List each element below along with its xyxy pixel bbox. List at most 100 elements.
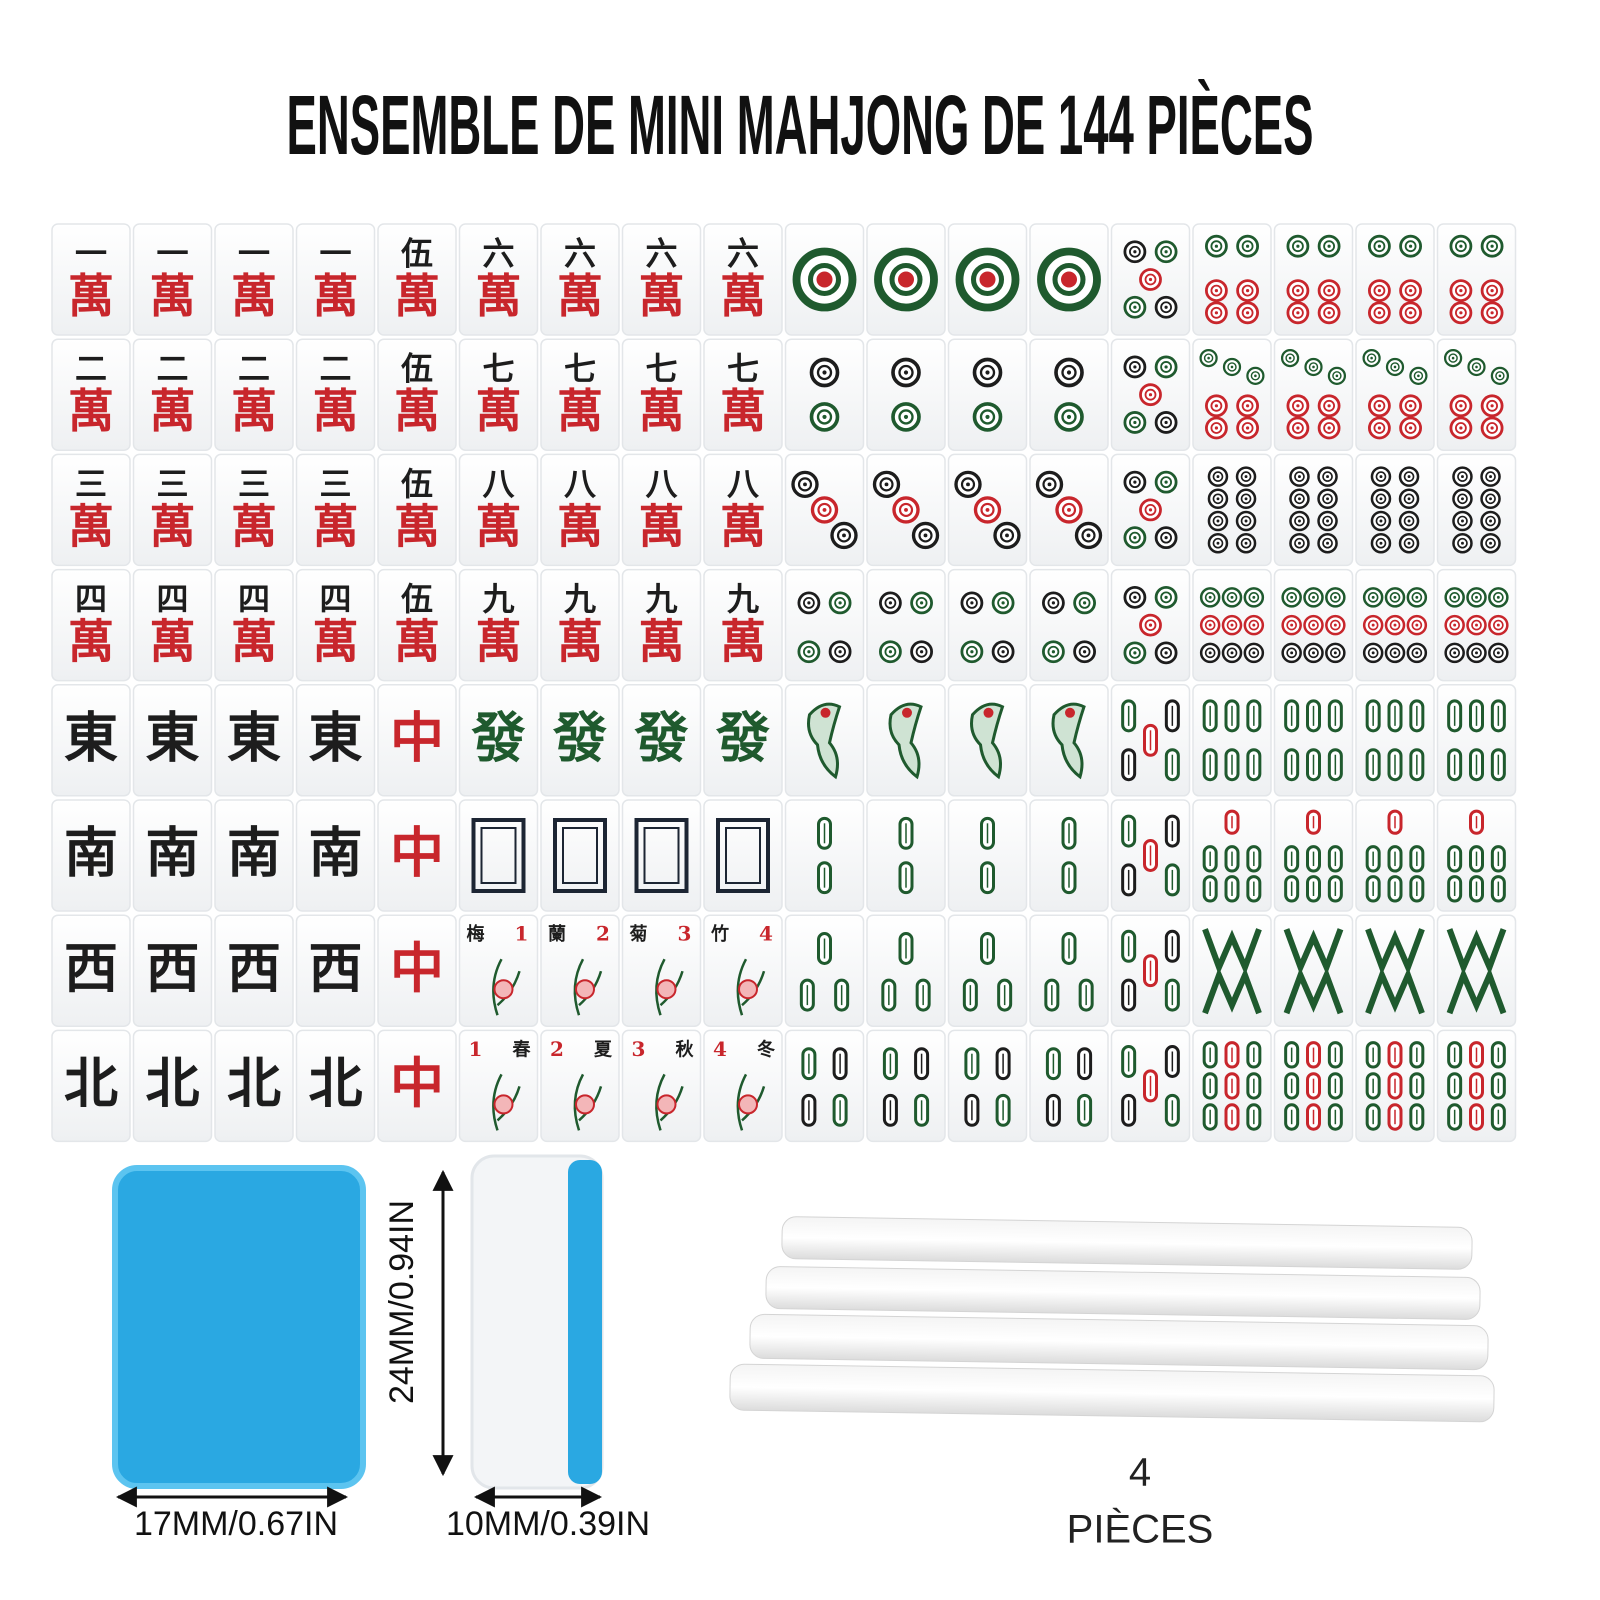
dot-ring	[966, 597, 978, 609]
dot-center	[1333, 595, 1337, 599]
dot-center	[1216, 519, 1220, 523]
tile-number: 八	[645, 465, 678, 503]
dot-ring	[1389, 647, 1401, 659]
dot-center	[1498, 374, 1502, 378]
dot-center	[1377, 404, 1381, 408]
dot-center	[1230, 595, 1234, 599]
dot-ring	[1367, 647, 1379, 659]
tile-glyph: 發	[715, 705, 770, 769]
tile-face	[214, 338, 294, 451]
dot-ring	[1404, 306, 1417, 319]
stick	[749, 1313, 1489, 1371]
dot-ring	[1404, 422, 1417, 434]
tile-suit: 萬	[68, 499, 114, 553]
tile: 八萬	[703, 453, 783, 567]
width-label: 17MM/0.67IN	[134, 1505, 338, 1543]
tile: 七萬	[458, 338, 539, 451]
dot-ring	[1485, 471, 1496, 482]
dot-center	[1417, 374, 1420, 378]
tile-face	[621, 568, 702, 682]
tile-corner: 3	[678, 922, 692, 946]
tile-suit: 萬	[557, 269, 603, 323]
dot-ring	[1292, 399, 1304, 412]
tile	[1273, 1029, 1354, 1143]
tile-face	[214, 568, 294, 682]
dot-center	[979, 271, 996, 288]
tile-face	[295, 338, 376, 451]
tile-face	[1355, 453, 1435, 567]
tile	[947, 568, 1028, 682]
dot-ring	[1286, 647, 1297, 659]
dot-center	[1133, 480, 1137, 484]
dot-center	[1246, 426, 1250, 430]
bamboo-m	[1365, 967, 1425, 1015]
dot-ring	[1449, 592, 1460, 603]
dot-center	[822, 414, 827, 419]
dot-ring	[1486, 399, 1498, 412]
tile-suit: 萬	[639, 499, 685, 553]
tile-number: 九	[564, 580, 596, 618]
tile	[947, 223, 1028, 336]
dot-center	[1475, 595, 1478, 599]
dot-ring	[1129, 646, 1141, 659]
tile: 七萬	[621, 338, 702, 451]
dot-ring	[1323, 284, 1335, 297]
tile-face	[540, 799, 620, 912]
dot-ring	[1286, 619, 1297, 631]
dot-ring	[1052, 262, 1086, 297]
dot-ring	[1486, 422, 1498, 434]
dot-center	[1451, 356, 1455, 360]
tile-face	[377, 223, 457, 336]
dot-ring	[1160, 361, 1172, 373]
dot-ring	[1403, 515, 1415, 527]
flower-bloom	[656, 1094, 677, 1115]
tile-face	[1192, 223, 1272, 336]
tile: 二萬	[295, 338, 376, 451]
dot-center	[1290, 651, 1294, 655]
dot-center	[1327, 244, 1331, 248]
dot-center	[1370, 356, 1373, 360]
dot-ring	[1413, 371, 1424, 381]
dot-ring	[979, 409, 996, 425]
dot-center	[1461, 497, 1464, 501]
tile-face	[866, 799, 946, 912]
dot-center	[1298, 475, 1301, 479]
tile: 八萬	[458, 453, 539, 567]
dot-center	[1133, 595, 1137, 599]
tile: 南	[214, 799, 294, 912]
dot-center	[1377, 426, 1381, 430]
tile-corner: 2	[596, 922, 610, 946]
dot-center	[1244, 475, 1248, 479]
tile-glyph: 中	[390, 821, 444, 885]
tile	[1192, 223, 1272, 336]
dot-center	[1459, 426, 1463, 430]
dot-ring	[1455, 240, 1467, 253]
tile-suit: 萬	[68, 269, 114, 323]
dot-ring	[1330, 619, 1341, 631]
dot-ring	[1129, 476, 1141, 489]
tile-suit: 萬	[150, 384, 196, 438]
flower-bloom	[738, 979, 758, 1000]
tile-face	[866, 914, 946, 1027]
dot-ring	[1403, 471, 1415, 482]
dot-ring	[1308, 592, 1319, 603]
dot-center	[1244, 497, 1248, 501]
dot-center	[1461, 475, 1464, 479]
tile-number: 九	[727, 580, 759, 618]
dot-center	[1047, 482, 1052, 487]
dot-ring	[1292, 422, 1304, 434]
tile: 東	[214, 684, 294, 797]
dot-ring	[1203, 353, 1214, 363]
tile	[1355, 568, 1435, 682]
dot-ring	[1455, 284, 1467, 297]
tile	[1436, 453, 1517, 567]
tile-number: 二	[238, 350, 270, 388]
tile-suit: 萬	[394, 269, 440, 323]
dot-center	[1252, 595, 1256, 599]
tile-suit: 萬	[68, 615, 114, 669]
tile-face	[214, 799, 294, 912]
dot-ring	[1323, 422, 1335, 434]
bamboo-w	[1283, 928, 1344, 976]
